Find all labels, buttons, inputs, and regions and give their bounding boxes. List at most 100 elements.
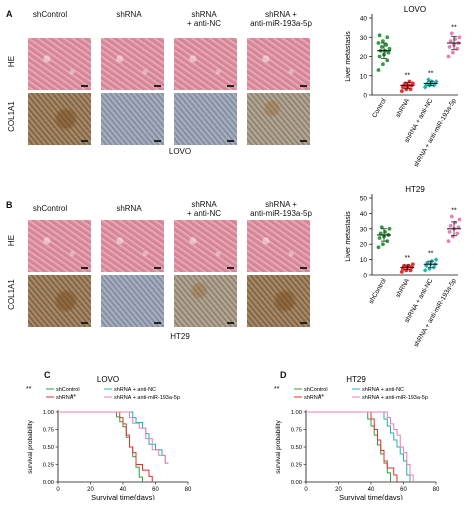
x-tick-label: 0 (56, 487, 60, 493)
row-label-he: HE (7, 55, 17, 68)
data-point (387, 46, 392, 51)
survival-curve (58, 411, 169, 464)
histology-col1a1-shcontrol-b (28, 275, 91, 327)
column-header-anti-nc-b: shRNA + anti-NC (186, 200, 221, 218)
row-label-he-b: HE (7, 234, 17, 247)
row-label-col1a1: COL1A1 (6, 101, 16, 132)
significance-label: ** (428, 251, 434, 258)
data-point (425, 260, 430, 265)
y-tick-label: 0.00 (291, 480, 302, 486)
data-point (423, 83, 429, 88)
significance-label: ** (405, 255, 411, 262)
histology-he-shcontrol-b (28, 220, 91, 272)
legend-label: shControl (304, 387, 328, 393)
data-point (403, 81, 408, 86)
histology-col1a1-shcontrol (28, 93, 91, 145)
scatter-chart-lovo: LOVO 0 10 20 30 40 Liver metastasis Control ** sh… (345, 5, 462, 168)
caption-ht29: HT29 (170, 332, 190, 341)
column-header-shrna: shRNA (116, 10, 142, 19)
survival-curve (306, 411, 398, 482)
x-tick-label: shRNA + anti-miR-193a-5p (413, 97, 458, 168)
y-axis-label: Liver metastasis (345, 211, 352, 262)
scatter-chart-ht29: HT29 0 10 20 30 40 50 Liver metastasis shControl… (345, 185, 462, 348)
data-point (455, 46, 460, 51)
y-tick-label: 0 (363, 273, 367, 280)
legend-label: shRNA + anti-NC (114, 387, 156, 393)
x-tick-label: 0 (304, 487, 308, 493)
significance-annotation: ** (71, 394, 77, 401)
legend-label: shRNA (56, 395, 74, 401)
data-point (448, 39, 453, 43)
y-tick-label: 20 (360, 54, 368, 61)
significance-annotation: ** (319, 394, 325, 401)
x-tick-label: shRNA + anti-miR-193a-5p (413, 277, 458, 348)
y-tick-label: 0.25 (43, 463, 54, 469)
histology-he-anti-nc (174, 38, 237, 90)
data-point (410, 81, 415, 86)
y-axis-label: survival probability (27, 420, 34, 474)
data-point (377, 54, 382, 59)
y-axis-label: Liver metastasis (345, 31, 352, 82)
data-point (451, 50, 455, 55)
data-point (449, 214, 454, 219)
histology-col1a1-anti-nc (174, 93, 237, 145)
data-point (377, 33, 382, 38)
legend-label: shRNA + anti-NC (362, 387, 404, 393)
x-tick-label: 80 (185, 487, 192, 493)
x-tick-label: Control (371, 97, 388, 119)
data-point (446, 54, 451, 59)
data-point (422, 85, 428, 90)
y-tick-label: 20 (360, 242, 368, 249)
significance-label: ** (451, 207, 457, 214)
km-chart-ht29: HT29 shControl shRNA shRNA + anti-NC shRNA +… (274, 375, 440, 500)
chart-title: LOVO (97, 375, 119, 384)
data-point (433, 79, 439, 84)
histology-col1a1-shrna-b (101, 275, 164, 327)
data-point (457, 217, 462, 222)
x-axis-label: Survival time(days) (91, 493, 155, 500)
data-point (407, 79, 412, 84)
row-label-col1a1-b: COL1A1 (6, 279, 16, 310)
x-tick-label: shRNA (395, 277, 412, 299)
histology-he-shcontrol (28, 38, 91, 90)
y-axis-label: survival probability (275, 420, 282, 474)
data-point (381, 39, 385, 43)
data-point (410, 262, 415, 267)
y-tick-label: 10 (360, 73, 368, 80)
panel-letter-b: B (6, 200, 13, 210)
data-point (381, 62, 385, 67)
data-point (379, 225, 384, 230)
y-tick-label: 30 (360, 226, 368, 233)
data-point (385, 58, 390, 63)
data-point (385, 239, 390, 244)
y-tick-label: 0.25 (291, 463, 302, 469)
data-point (447, 44, 452, 49)
y-tick-label: 40 (360, 16, 368, 23)
significance-annotation: ** (26, 386, 32, 393)
data-point (384, 43, 389, 47)
data-point (456, 225, 461, 230)
data-point (378, 231, 383, 236)
y-tick-label: 1.00 (291, 410, 302, 416)
histology-col1a1-shrna (101, 93, 164, 145)
data-point (399, 270, 404, 274)
histology-col1a1-anti-nc-b (174, 275, 237, 327)
column-header-shcontrol-b: shControl (32, 204, 68, 213)
y-tick-label: 30 (360, 35, 368, 42)
histology-he-shrna-b (101, 220, 164, 272)
km-chart-lovo: LOVO shControl shRNA shRNA + anti-NC shRNA +… (26, 375, 192, 500)
legend-label: shRNA + anti-miR-193a-5p (114, 395, 180, 401)
caption-lovo: LOVO (168, 147, 192, 156)
data-point (448, 223, 453, 228)
histology-he-shrna (101, 38, 164, 90)
y-tick-label: 0.75 (43, 428, 54, 434)
survival-curve (306, 411, 411, 482)
x-tick-label: 20 (87, 487, 94, 493)
data-point (377, 236, 382, 240)
column-header-anti-mir: shRNA + anti-miR-193a-5p (250, 10, 312, 28)
data-point (449, 31, 454, 36)
data-point (386, 50, 391, 55)
data-point (401, 266, 405, 271)
data-point (422, 268, 428, 273)
data-point (426, 77, 431, 82)
